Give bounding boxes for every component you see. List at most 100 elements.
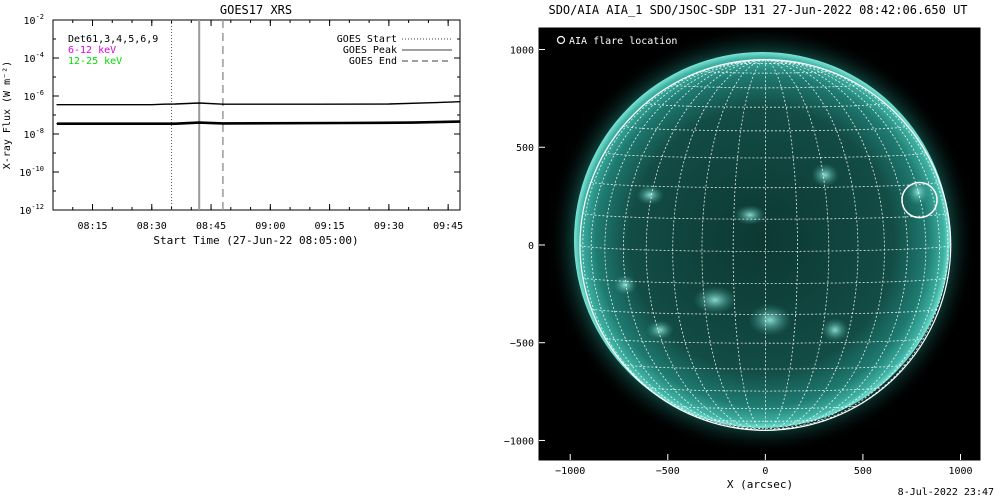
goes-x-axis: 08:15 08:30 08:45 09:00 09:15 09:30 09:45	[52, 20, 463, 232]
goes-data-point	[174, 103, 177, 105]
parallel-line	[732, 62, 798, 65]
parallel-line	[591, 308, 940, 315]
goes-event-lines	[171, 20, 224, 210]
goes-data-point	[198, 121, 200, 124]
goes-legend-right: GOES Start GOES Peak GOES End	[337, 34, 452, 67]
parallel-line	[582, 212, 949, 220]
aia-plot-frame	[538, 27, 981, 461]
parallel-line	[582, 277, 948, 284]
goes-data-point	[222, 103, 224, 105]
goes-data-point	[388, 103, 390, 105]
x-tick-label: 500	[854, 466, 872, 477]
meridian-line	[765, 59, 830, 431]
active-region	[693, 286, 737, 314]
goes-series-group	[56, 101, 461, 125]
goes-chart-title: GOES17 XRS	[220, 3, 292, 17]
goes-xrs-chart: GOES17 XRS 10-2 10-4 10-6 10-8 10-10 10-12 08…	[2, 3, 463, 247]
goes-data-point	[435, 101, 437, 104]
parallel-line	[590, 181, 940, 189]
active-region	[821, 318, 849, 342]
x-tick-label: 09:30	[374, 221, 404, 232]
goes-data-point	[151, 104, 153, 106]
x-tick-label: 09:45	[433, 221, 463, 232]
parallel-line	[701, 70, 830, 74]
meridian-line	[765, 59, 927, 430]
y-tick-label: 10-2	[24, 13, 44, 27]
goes-data-point	[459, 120, 461, 123]
goes-series-0	[57, 101, 461, 106]
meridian-line	[604, 59, 766, 430]
y-tick-label: 10-10	[19, 165, 44, 179]
legend-detectors: Det61,3,4,5,6,9	[68, 34, 158, 45]
aia-x-axis-label: X (arcsec)	[727, 478, 793, 491]
meridian-line	[590, 59, 766, 430]
goes-data-point	[56, 123, 58, 125]
x-tick-label: 08:15	[77, 221, 107, 232]
aia-image-panel: SDO/AIA AIA_1 SDO/JSOC-SDP 131 27-Jun-20…	[504, 3, 981, 491]
y-tick-label: −1000	[504, 436, 534, 447]
legend-goes-end: GOES End	[349, 56, 397, 67]
goes-series-1	[57, 120, 461, 125]
parallel-line	[579, 244, 952, 252]
x-tick-label: 09:15	[315, 221, 345, 232]
y-tick-label: 0	[528, 241, 534, 252]
legend-goes-peak: GOES Peak	[343, 45, 397, 56]
y-tick-label: 10-6	[24, 89, 44, 103]
solar-limb	[579, 59, 952, 431]
goes-legend-left: Det61,3,4,5,6,9 6-12 keV 12-25 keV	[68, 34, 158, 67]
goes-data-point	[317, 103, 319, 105]
meridian-line	[765, 59, 941, 430]
legend-goes-start: GOES Start	[337, 34, 397, 45]
active-region	[748, 304, 792, 336]
goes-data-point	[174, 123, 177, 125]
goes-data-point	[411, 121, 414, 124]
legend-12-25-kev: 12-25 keV	[68, 56, 122, 67]
flare-legend-marker	[556, 35, 566, 45]
goes-x-axis-label: Start Time (27-Jun-22 08:05:00)	[153, 234, 358, 247]
active-region	[811, 163, 839, 187]
goes-data-point	[198, 102, 200, 104]
aia-solar-image	[547, 28, 977, 455]
legend-6-12-kev: 6-12 keV	[68, 45, 116, 56]
x-tick-label: −1000	[555, 466, 585, 477]
x-tick-label: 0	[762, 466, 768, 477]
meridian-line	[701, 59, 766, 431]
meridian-line	[645, 59, 766, 431]
goes-data-point	[459, 101, 461, 103]
parallel-line	[623, 363, 908, 370]
flare-location-circle	[901, 181, 938, 219]
y-tick-label: 10-4	[24, 51, 44, 65]
goes-y-axis-label: X-ray Flux (W m⁻²)	[2, 61, 13, 169]
aia-image-title: SDO/AIA AIA_1 SDO/JSOC-SDP 131 27-Jun-20…	[548, 3, 967, 17]
parallel-line	[604, 337, 926, 344]
active-region	[734, 205, 766, 225]
active-region	[636, 185, 664, 205]
parallel-line	[622, 125, 908, 132]
active-region	[613, 275, 637, 295]
flare-legend-label: AIA flare location	[569, 36, 677, 47]
heliographic-grid	[579, 59, 952, 431]
parallel-line	[673, 405, 858, 410]
active-region	[646, 320, 674, 340]
x-tick-label: 08:30	[137, 221, 167, 232]
x-tick-label: 09:00	[255, 221, 285, 232]
x-tick-label: 1000	[948, 466, 972, 477]
parallel-line	[604, 152, 927, 159]
y-tick-label: 10-12	[19, 203, 44, 217]
goes-data-point	[222, 122, 224, 125]
x-tick-label: 08:45	[196, 221, 226, 232]
meridian-line	[765, 59, 885, 431]
goes-data-point	[340, 122, 343, 124]
parallel-line	[645, 102, 885, 108]
meridian-line	[765, 59, 859, 431]
aia-y-axis: 1000 500 0 −500 −1000	[504, 46, 545, 447]
meridian-line	[672, 59, 766, 431]
goes-data-point	[163, 103, 165, 105]
parallel-line	[646, 386, 885, 392]
y-tick-label: −500	[510, 339, 534, 350]
parallel-line	[672, 84, 859, 89]
x-tick-label: −500	[656, 466, 680, 477]
goes-data-point	[56, 104, 58, 106]
aia-x-axis: −1000 −500 0 500 1000	[555, 454, 973, 477]
